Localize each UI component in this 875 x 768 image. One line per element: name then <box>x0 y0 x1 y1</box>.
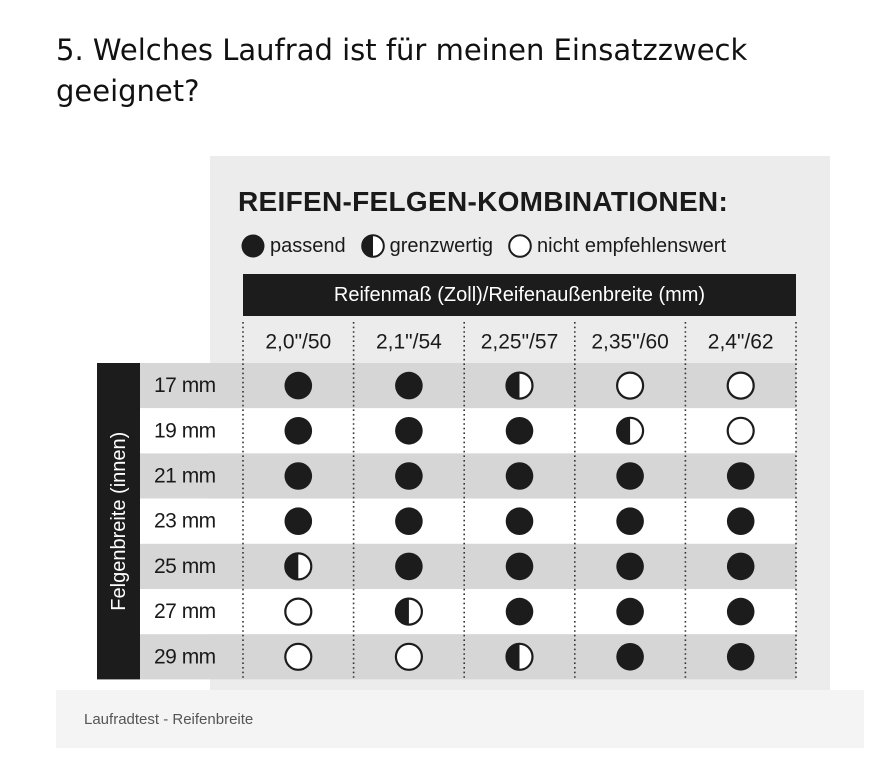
empty-circle-icon <box>508 234 532 258</box>
column-group-header: Reifenmaß (Zoll)/Reifenaußenbreite (mm) <box>243 274 796 316</box>
caption-bar: Laufradtest - Reifenbreite <box>56 690 864 748</box>
row-group-header: Felgenbreite (innen) <box>108 432 130 611</box>
row-label: 27 mm <box>154 600 216 623</box>
row-label: 21 mm <box>154 465 216 488</box>
legend-label-grenzwertig: grenzwertig <box>389 234 494 257</box>
figure-caption: Laufradtest - Reifenbreite <box>84 710 254 728</box>
half-circle-icon <box>360 234 385 258</box>
row-label: 19 mm <box>154 419 216 442</box>
row-label: 23 mm <box>154 510 216 533</box>
legend-item-grenzwertig: grenzwertig <box>360 233 493 259</box>
legend-label-passend: passend <box>270 234 346 257</box>
legend-item-nicht-empfehlenswert: nicht empfehlenswert <box>507 233 726 259</box>
row-label: 29 mm <box>154 645 216 668</box>
legend: passend grenzwertig nicht empfehlenswert <box>240 230 726 262</box>
row-label: 25 mm <box>154 555 216 578</box>
legend-item-passend: passend <box>240 233 346 259</box>
full-circle-icon <box>241 234 265 258</box>
figure-title: REIFEN-FELGEN-KOMBINATIONEN: <box>238 186 729 217</box>
legend-label-nicht-empfehlenswert: nicht empfehlenswert <box>537 234 726 257</box>
article-heading: 5. Welches Laufrad ist für meinen Einsat… <box>56 33 748 108</box>
row-label: 17 mm <box>154 374 216 397</box>
row-group-header-bar <box>97 363 140 680</box>
